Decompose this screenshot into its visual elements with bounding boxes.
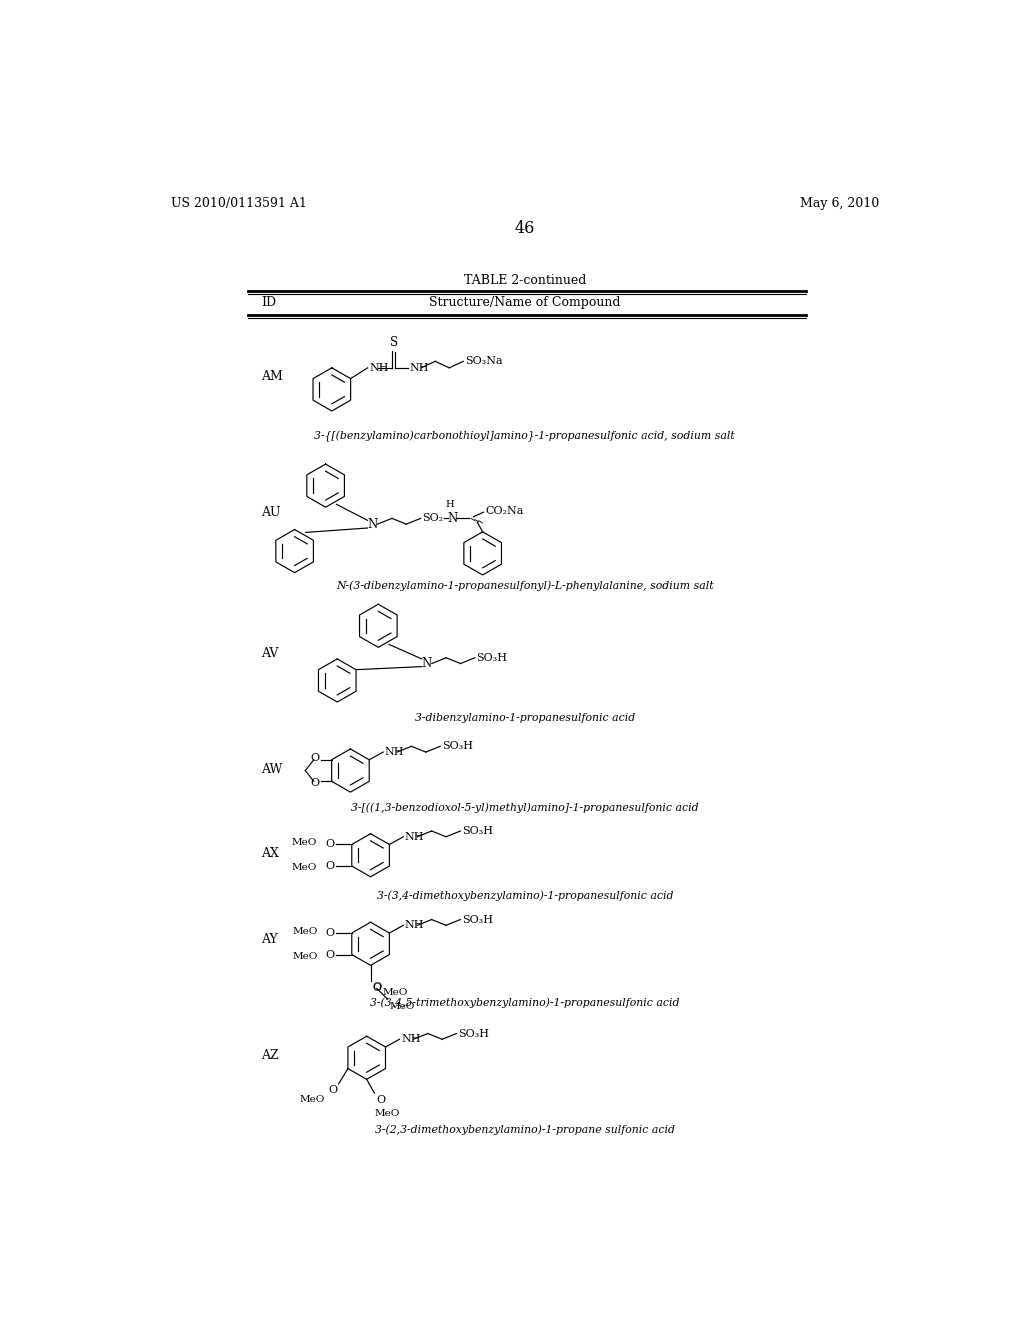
Text: H: H: [445, 500, 454, 510]
Text: O: O: [326, 861, 335, 871]
Text: AX: AX: [261, 847, 280, 861]
Text: SO₃H: SO₃H: [441, 742, 473, 751]
Text: MeO: MeO: [383, 989, 409, 998]
Text: N: N: [367, 517, 377, 531]
Text: MeO: MeO: [292, 927, 317, 936]
Text: SO₃H: SO₃H: [458, 1028, 489, 1039]
Text: O: O: [376, 1094, 385, 1105]
Text: May 6, 2010: May 6, 2010: [801, 197, 880, 210]
Text: AU: AU: [261, 506, 281, 519]
Text: SO₂: SO₂: [422, 513, 443, 524]
Text: O: O: [310, 754, 319, 763]
Text: NH: NH: [404, 920, 424, 931]
Text: CO₂Na: CO₂Na: [485, 506, 523, 516]
Text: O: O: [372, 983, 381, 993]
Text: AW: AW: [261, 763, 283, 776]
Text: US 2010/0113591 A1: US 2010/0113591 A1: [171, 197, 306, 210]
Text: SO₃Na: SO₃Na: [465, 356, 503, 367]
Text: MeO: MeO: [292, 838, 316, 847]
Text: O: O: [326, 840, 335, 850]
Text: MeO: MeO: [292, 863, 316, 873]
Text: MeO: MeO: [299, 1096, 325, 1105]
Text: SO₃H: SO₃H: [462, 915, 493, 924]
Text: TABLE 2-continued: TABLE 2-continued: [464, 275, 586, 286]
Text: NH: NH: [385, 747, 404, 758]
Text: Structure/Name of Compound: Structure/Name of Compound: [429, 296, 621, 309]
Text: O: O: [326, 928, 335, 939]
Text: 3-dibenzylamino-1-propanesulfonic acid: 3-dibenzylamino-1-propanesulfonic acid: [415, 713, 635, 723]
Text: 3-(2,3-dimethoxybenzylamino)-1-propane sulfonic acid: 3-(2,3-dimethoxybenzylamino)-1-propane s…: [375, 1125, 675, 1135]
Text: ID: ID: [261, 296, 276, 309]
Text: O: O: [310, 777, 319, 788]
Text: AV: AV: [261, 647, 279, 660]
Text: O: O: [326, 949, 335, 960]
Text: MeO: MeO: [375, 1109, 399, 1118]
Text: 3-(3,4-dimethoxybenzylamino)-1-propanesulfonic acid: 3-(3,4-dimethoxybenzylamino)-1-propanesu…: [377, 891, 673, 902]
Text: 3-(3,4,5-trimethoxybenzylamino)-1-propanesulfonic acid: 3-(3,4,5-trimethoxybenzylamino)-1-propan…: [370, 998, 680, 1008]
Text: SO₃H: SO₃H: [476, 653, 508, 663]
Text: N: N: [447, 512, 458, 525]
Text: N: N: [421, 657, 431, 671]
Text: 3-[((1,3-benzodioxol-5-yl)methyl)amino]-1-propanesulfonic acid: 3-[((1,3-benzodioxol-5-yl)methyl)amino]-…: [351, 803, 698, 813]
Text: NH: NH: [404, 832, 424, 842]
Text: O: O: [372, 982, 381, 993]
Text: AZ: AZ: [261, 1049, 279, 1063]
Text: MeO: MeO: [389, 1002, 415, 1011]
Text: NH: NH: [401, 1035, 421, 1044]
Text: AY: AY: [261, 933, 279, 946]
Text: 46: 46: [515, 220, 535, 238]
Text: NH: NH: [370, 363, 389, 372]
Text: SO₃H: SO₃H: [462, 826, 493, 836]
Text: AM: AM: [261, 370, 284, 383]
Text: NH: NH: [410, 363, 429, 372]
Text: N-(3-dibenzylamino-1-propanesulfonyl)-L-phenylalanine, sodium salt: N-(3-dibenzylamino-1-propanesulfonyl)-L-…: [336, 581, 714, 591]
Text: O: O: [328, 1085, 337, 1096]
Text: 3-{[(benzylamino)carbonothioyl]amino}-1-propanesulfonic acid, sodium salt: 3-{[(benzylamino)carbonothioyl]amino}-1-…: [314, 430, 735, 442]
Text: S: S: [389, 335, 397, 348]
Text: MeO: MeO: [292, 952, 317, 961]
